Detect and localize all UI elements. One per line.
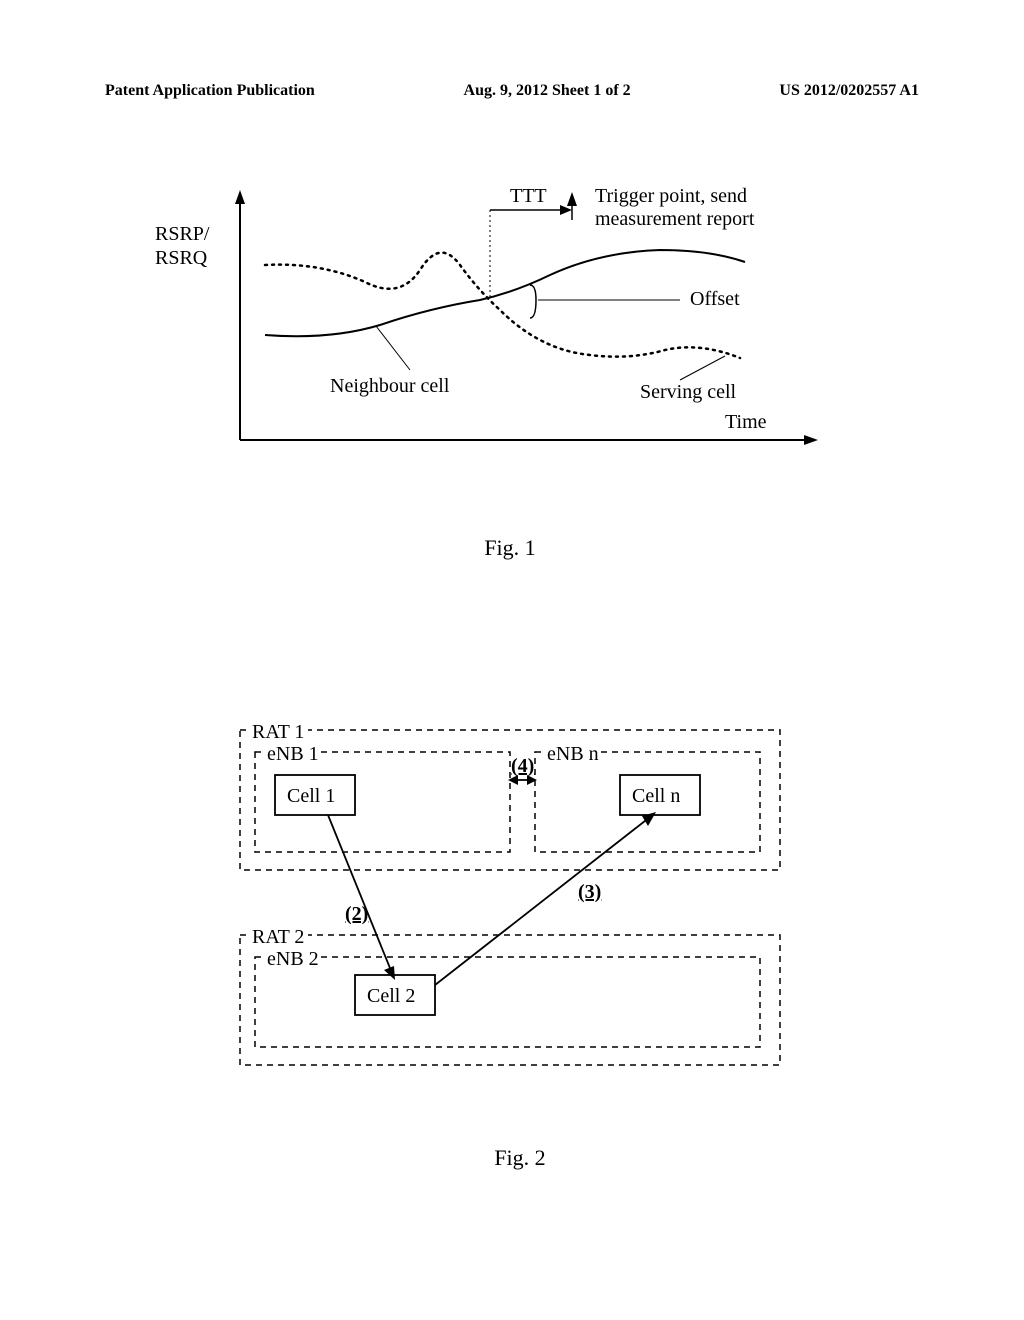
enb2-label: eNB 2 (267, 948, 319, 970)
fig2-caption: Fig. 2 (220, 1145, 820, 1171)
offset-label: Offset (690, 288, 740, 310)
enbn-label: eNB n (547, 743, 599, 765)
ylabel-2: RSRQ (155, 247, 208, 269)
page-header: Patent Application Publication Aug. 9, 2… (105, 82, 919, 100)
fig1-caption: Fig. 1 (120, 535, 900, 561)
header-center: Aug. 9, 2012 Sheet 1 of 2 (464, 82, 631, 100)
figure-1: RSRP/ RSRQ Time TTT Trigger point, send … (120, 170, 900, 561)
fig1-svg: RSRP/ RSRQ Time TTT Trigger point, send … (120, 170, 900, 500)
figure-2: RAT 1 eNB 1 Cell 1 eNB n Cell n RAT 2 eN… (220, 710, 820, 1171)
cell1-label: Cell 1 (287, 785, 335, 807)
rat1-label: RAT 1 (252, 721, 304, 743)
header-right: US 2012/0202557 A1 (779, 82, 919, 100)
xlabel: Time (725, 411, 767, 433)
fig2-svg: RAT 1 eNB 1 Cell 1 eNB n Cell n RAT 2 eN… (220, 710, 820, 1110)
edge3-label: (3) (578, 881, 601, 903)
celln-label: Cell n (632, 785, 680, 807)
header-left: Patent Application Publication (105, 82, 315, 100)
ylabel-1: RSRP/ (155, 223, 210, 245)
ttt-label: TTT (510, 185, 547, 207)
edge4-label: (4) (511, 755, 534, 777)
edge2-label: (2) (345, 903, 368, 925)
neighbour-label: Neighbour cell (330, 375, 450, 397)
enb1-label: eNB 1 (267, 743, 319, 765)
rat2-label: RAT 2 (252, 926, 304, 948)
trigger-line2: measurement report (595, 208, 755, 230)
cell2-label: Cell 2 (367, 985, 415, 1007)
serving-label: Serving cell (640, 381, 737, 403)
trigger-line1: Trigger point, send (595, 185, 747, 207)
